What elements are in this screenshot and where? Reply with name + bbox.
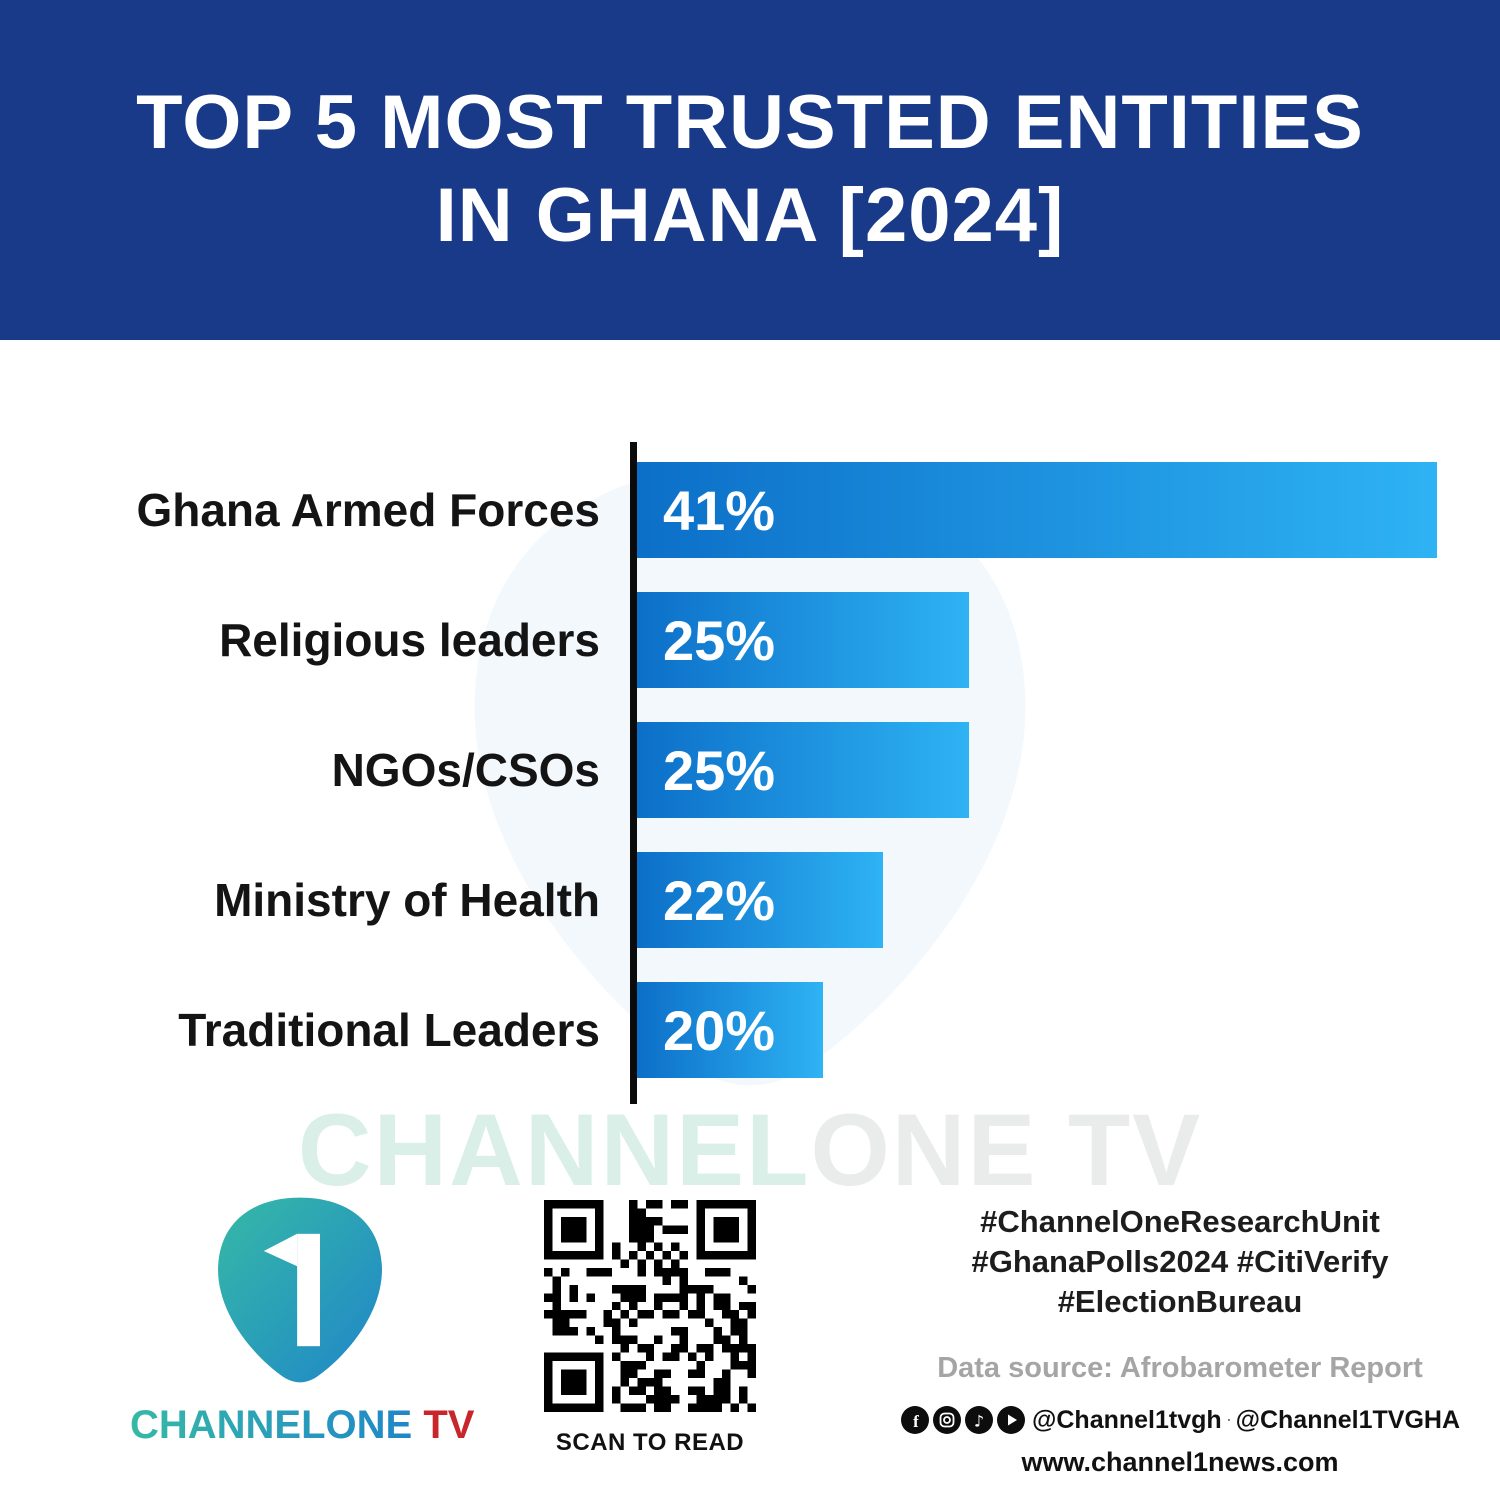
bar: 25% bbox=[637, 592, 969, 688]
bar-label: NGOs/CSOs bbox=[331, 744, 600, 796]
qr-caption: SCAN TO READ bbox=[555, 1429, 745, 1456]
instagram-icon bbox=[933, 1406, 961, 1434]
bar-value-label: 20% bbox=[663, 998, 776, 1062]
bar-row: Religious leaders 25% bbox=[0, 592, 1500, 688]
channel-one-watermark: CHANNELONE TV bbox=[0, 1092, 1500, 1209]
bar-label: Traditional Leaders bbox=[178, 1004, 600, 1056]
social-handle-2: @Channel1TVGHA bbox=[1235, 1405, 1460, 1434]
x-twitter-icon: X bbox=[1227, 1419, 1230, 1421]
bar-value-label: 25% bbox=[663, 608, 776, 672]
brand-wordmark-secondary: TV bbox=[412, 1403, 475, 1447]
facebook-icon: f bbox=[901, 1406, 929, 1434]
bar: 20% bbox=[637, 982, 823, 1078]
youtube-icon bbox=[997, 1406, 1025, 1434]
bar-label: Religious leaders bbox=[219, 614, 600, 666]
bar-value-label: 41% bbox=[663, 478, 776, 542]
data-source-text: Data source: Afrobarometer Report bbox=[937, 1352, 1423, 1384]
tiktok-icon: ♪ bbox=[965, 1406, 993, 1434]
bar-value-label: 25% bbox=[663, 738, 776, 802]
bar-row: Ministry of Health 22% bbox=[0, 852, 1500, 948]
bar-label: Ghana Armed Forces bbox=[136, 484, 600, 536]
qr-block: SCAN TO READ bbox=[542, 1200, 758, 1457]
social-row: f ♪ @Channel1tvgh X @Channel1TVGHA bbox=[900, 1405, 1460, 1435]
hashtag-line-3: #ElectionBureau bbox=[1057, 1284, 1303, 1319]
svg-text:X: X bbox=[1228, 1419, 1229, 1421]
bar-chart: Ghana Armed Forces 41% Religious leaders 25… bbox=[0, 440, 1500, 1110]
brand-wordmark-primary: CHANNELONE bbox=[130, 1403, 413, 1447]
bar-row: NGOs/CSOs 25% bbox=[0, 722, 1500, 818]
bar-value-label: 22% bbox=[663, 868, 776, 932]
social-handle-1: @Channel1tvgh bbox=[1032, 1405, 1222, 1434]
bar: 41% bbox=[637, 462, 1437, 558]
bar-row: Traditional Leaders 20% bbox=[0, 982, 1500, 1078]
bar: 25% bbox=[637, 722, 969, 818]
footer-info: #ChannelOneResearchUnit #GhanaPolls2024 … bbox=[900, 1202, 1460, 1478]
qr-code bbox=[544, 1200, 756, 1412]
svg-text:f: f bbox=[913, 1412, 919, 1431]
website-url: www.channel1news.com bbox=[1021, 1447, 1339, 1477]
page-title-line-2: IN GHANA [2024] bbox=[435, 173, 1065, 258]
social-icon-cluster: f ♪ bbox=[900, 1405, 1026, 1435]
channel-one-logo-icon bbox=[218, 1197, 382, 1383]
watermark-text-secondary: ONE TV bbox=[810, 1093, 1203, 1207]
bar-label: Ministry of Health bbox=[214, 874, 600, 926]
svg-text:♪: ♪ bbox=[974, 1412, 984, 1431]
channel-one-logo: CHANNELONE TV bbox=[130, 1190, 474, 1448]
chart-axis-line bbox=[630, 442, 637, 1104]
header-banner: TOP 5 MOST TRUSTED ENTITIES IN GHANA [20… bbox=[0, 0, 1500, 340]
bar-row: Ghana Armed Forces 41% bbox=[0, 462, 1500, 558]
brand-wordmark: CHANNELONE TV bbox=[130, 1403, 474, 1448]
bar: 22% bbox=[637, 852, 883, 948]
watermark-text-primary: CHANNEL bbox=[297, 1093, 811, 1207]
hashtag-line-2: #GhanaPolls2024 #CitiVerify bbox=[971, 1244, 1389, 1279]
page-title-line-1: TOP 5 MOST TRUSTED ENTITIES bbox=[136, 80, 1364, 166]
hashtag-line-1: #ChannelOneResearchUnit bbox=[980, 1204, 1380, 1239]
